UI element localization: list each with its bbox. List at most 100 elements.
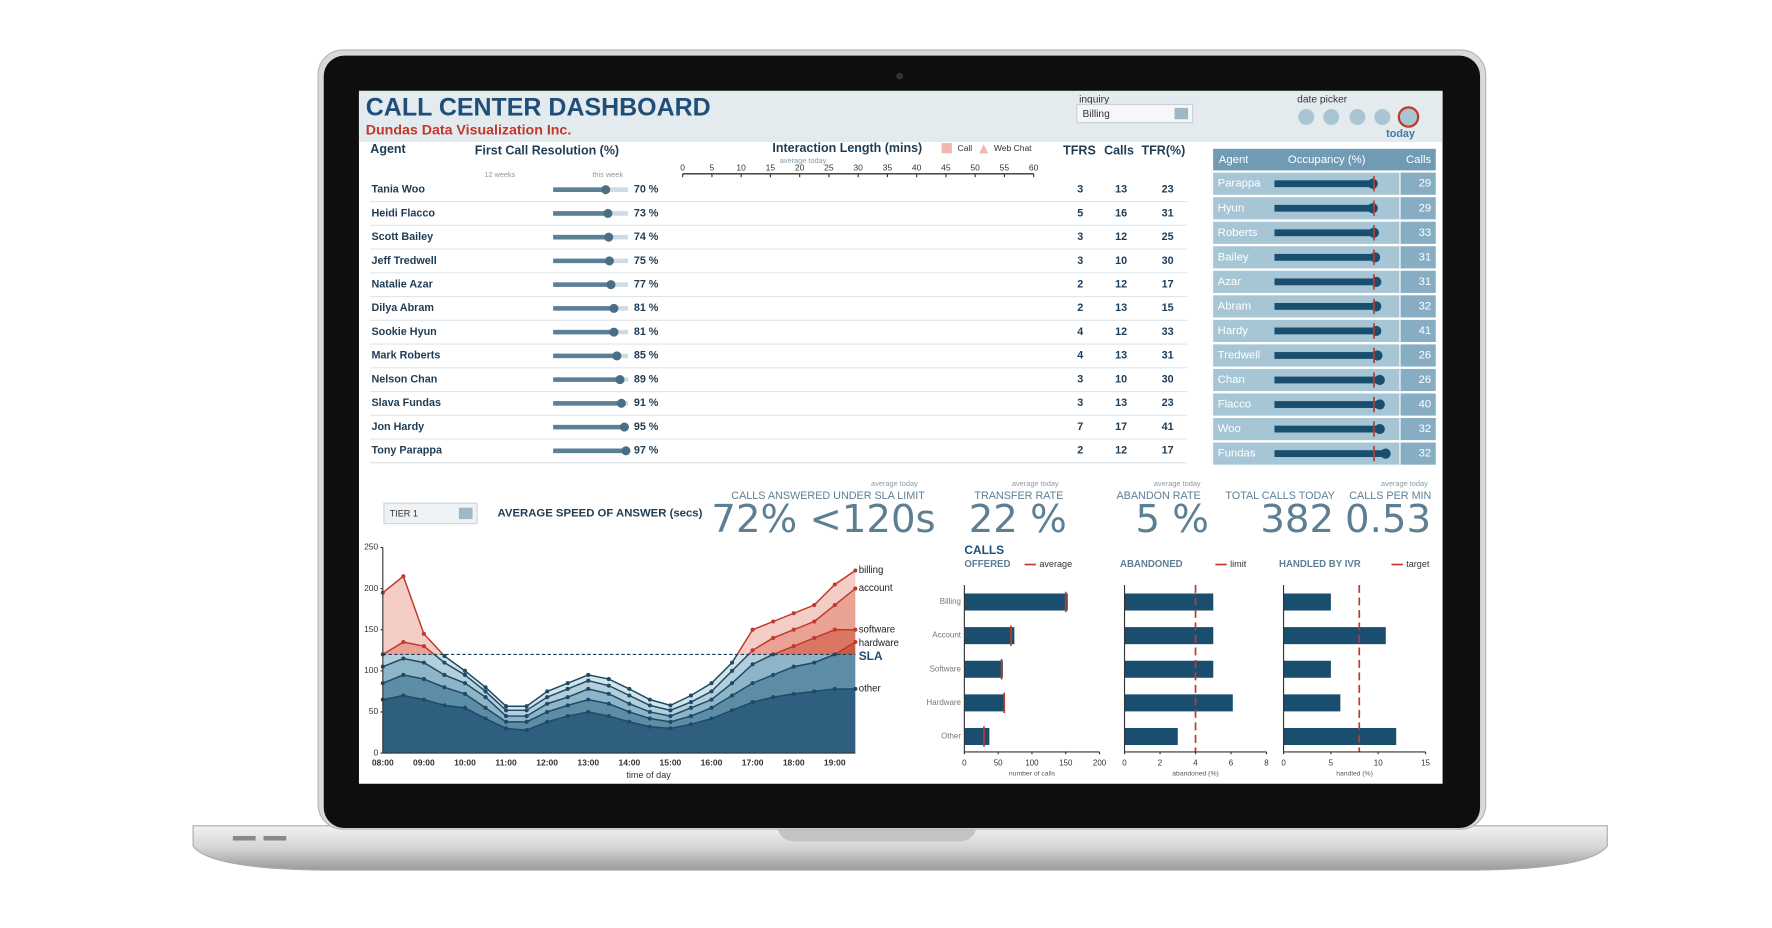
y-tick-label: 150 xyxy=(364,624,378,634)
occupancy-bar xyxy=(1274,450,1386,458)
calls-value: 31 xyxy=(1419,251,1432,263)
date-option[interactable] xyxy=(1323,109,1340,125)
occupancy-bar xyxy=(1274,352,1378,359)
x-tick-label: 4 xyxy=(1193,758,1198,767)
series-point xyxy=(771,619,776,624)
x-axis-title: time of day xyxy=(626,770,671,780)
occupancy-bar xyxy=(1274,376,1380,384)
inquiry-label: inquiry xyxy=(1079,95,1110,106)
series-point xyxy=(750,700,755,705)
series-point xyxy=(421,677,426,682)
port xyxy=(232,835,256,841)
dropdown-icon xyxy=(458,507,473,520)
series-line xyxy=(382,654,837,723)
date-option[interactable] xyxy=(1298,109,1315,125)
bar xyxy=(964,593,1068,611)
series-point xyxy=(442,672,447,677)
agent-name: Tredwell xyxy=(1218,349,1260,361)
series-point xyxy=(442,660,447,665)
x-tick-label: 25 xyxy=(824,162,834,172)
fcr-label: 91 % xyxy=(634,397,659,409)
occupancy-bar xyxy=(1274,180,1373,188)
series-point xyxy=(565,681,570,686)
tfrs-value: 3 xyxy=(1077,255,1083,267)
y-tick-label: 250 xyxy=(364,542,378,552)
series-point xyxy=(545,689,550,694)
series-point xyxy=(627,693,632,698)
x-tick-label: 0 xyxy=(1122,758,1127,767)
series-point xyxy=(668,719,673,724)
series-point xyxy=(504,726,509,731)
chart-supertitle: CALLS xyxy=(964,543,1004,557)
calls-value: 40 xyxy=(1419,399,1432,411)
series-point xyxy=(709,681,714,686)
tfr-value: 17 xyxy=(1162,278,1174,290)
category-label: Other xyxy=(941,732,961,741)
calls-value: 10 xyxy=(1115,373,1127,385)
series-point xyxy=(483,685,488,690)
x-tick-label: 30 xyxy=(853,162,863,172)
tfr-value: 33 xyxy=(1162,326,1174,338)
calls-value: 26 xyxy=(1419,374,1432,386)
x-tick-label: 6 xyxy=(1229,758,1234,767)
tfrs-value: 2 xyxy=(1077,302,1083,314)
series-point xyxy=(750,662,755,667)
fcr-thumb xyxy=(604,232,614,242)
chart-title: AVERAGE SPEED OF ANSWER (secs) xyxy=(498,507,703,519)
series-point xyxy=(812,635,817,640)
y-tick-label: 100 xyxy=(364,665,378,675)
tfr-value: 23 xyxy=(1162,397,1174,409)
x-tick-label: 5 xyxy=(710,162,715,172)
y-tick-label: 200 xyxy=(364,583,378,593)
occupancy-dot xyxy=(1372,350,1383,361)
bar xyxy=(1124,727,1178,746)
sub-label: average today xyxy=(780,156,827,165)
series-point xyxy=(421,631,426,636)
series-point xyxy=(627,701,632,706)
date-option-selected[interactable] xyxy=(1397,106,1420,128)
date-option[interactable] xyxy=(1374,109,1391,125)
date-option[interactable] xyxy=(1349,109,1366,125)
series-point xyxy=(688,693,694,698)
tier-dropdown[interactable] xyxy=(383,502,478,525)
agent-name: Woo xyxy=(1218,423,1241,435)
occupancy-bar xyxy=(1274,229,1374,237)
series-line xyxy=(382,588,856,655)
tfr-value: 30 xyxy=(1162,373,1174,385)
series-point xyxy=(565,695,570,700)
inquiry-dropdown[interactable] xyxy=(1076,103,1194,124)
series-point xyxy=(545,719,550,724)
fcr-label: 75 % xyxy=(634,255,659,267)
x-tick-label: 0 xyxy=(1281,758,1286,767)
x-tick-label: 35 xyxy=(883,162,893,172)
occupancy-dot xyxy=(1367,178,1378,189)
x-tick-label: 08:00 xyxy=(372,758,394,768)
calls-value: 12 xyxy=(1115,231,1127,243)
x-tick-label: 0 xyxy=(962,758,967,767)
tfr-value: 17 xyxy=(1162,445,1174,457)
kpi-value: 0.53 xyxy=(1345,497,1431,542)
occupancy-dot xyxy=(1380,448,1391,459)
column-header: Occupancy (%) xyxy=(1288,154,1366,166)
agent-name: Dilya Abram xyxy=(371,302,434,314)
series-label: hardware xyxy=(859,638,899,649)
date-picker-label: date picker xyxy=(1297,95,1348,106)
x-tick-label: 10 xyxy=(1374,758,1383,767)
column-header: Interaction Length (mins) xyxy=(772,141,922,155)
kpi-value: 5 % xyxy=(1135,497,1209,542)
bar xyxy=(964,727,990,746)
legend-label: Web Chat xyxy=(994,143,1032,153)
bar xyxy=(1283,593,1331,611)
x-tick-label: 15:00 xyxy=(660,758,682,768)
category-label: Software xyxy=(930,664,962,673)
area-above-sla xyxy=(773,629,856,655)
x-tick-label: 55 xyxy=(1000,162,1010,172)
series-point xyxy=(586,678,591,683)
x-tick-label: 17:00 xyxy=(742,758,764,768)
sub-label: 12 weeks xyxy=(484,170,515,179)
occupancy-bar xyxy=(1274,401,1380,408)
fcr-thumb xyxy=(606,280,616,290)
series-point xyxy=(442,685,447,690)
today-label: today xyxy=(1386,128,1415,140)
series-point xyxy=(442,703,447,708)
